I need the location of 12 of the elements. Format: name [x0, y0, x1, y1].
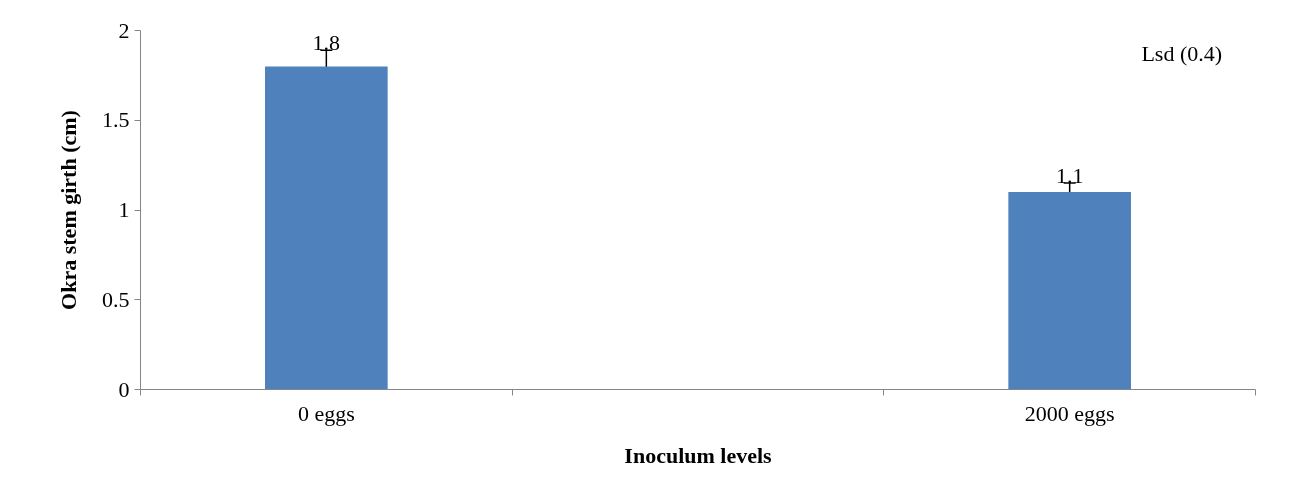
y-tick-label: 1 — [118, 197, 130, 222]
annotation: Lsd (0.4) — [1141, 41, 1223, 67]
data-label: 1.1 — [1055, 163, 1084, 189]
y-axis-title: Okra stem girth (cm) — [56, 110, 81, 310]
data-label: 1.8 — [312, 30, 341, 56]
y-tick-label: 1.5 — [102, 107, 130, 133]
y-tick-label: 2 — [118, 17, 130, 43]
x-tick-label: 0 eggs — [297, 400, 355, 426]
y-tick-label: 0.5 — [102, 286, 130, 312]
x-axis-title: Inoculum levels — [624, 442, 773, 468]
x-tick-label: 2000 eggs — [1024, 400, 1115, 426]
y-tick-label: 0 — [118, 376, 130, 402]
